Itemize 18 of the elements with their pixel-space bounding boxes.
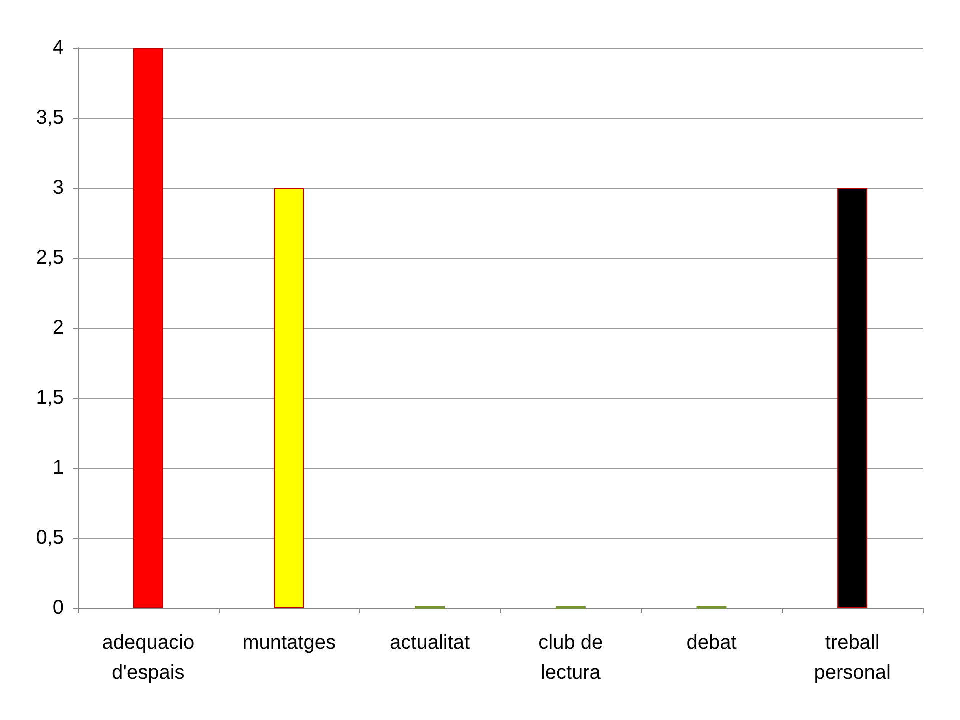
x-tick-label: actualitat xyxy=(390,632,471,654)
y-tick-label: 2 xyxy=(52,317,64,339)
x-tick-label: treball personal xyxy=(814,632,891,684)
y-tick-label: 2,5 xyxy=(36,247,64,269)
bar xyxy=(838,188,868,608)
y-tick-label: 0 xyxy=(52,597,64,619)
y-tick-label: 1 xyxy=(52,457,64,479)
y-tick-label: 0,5 xyxy=(36,527,64,549)
bar xyxy=(133,48,164,608)
y-tick-label: 3,5 xyxy=(36,107,64,129)
x-tick-label: club de lectura xyxy=(538,632,604,684)
x-tick-label: muntatges xyxy=(242,632,336,654)
y-tick-label: 4 xyxy=(52,37,64,59)
x-tick-label: adequacio d'espais xyxy=(102,632,195,684)
y-tick-label: 3 xyxy=(52,177,64,199)
bar xyxy=(274,188,304,608)
x-tick-label: debat xyxy=(686,632,738,654)
y-tick-label: 1,5 xyxy=(36,387,64,409)
